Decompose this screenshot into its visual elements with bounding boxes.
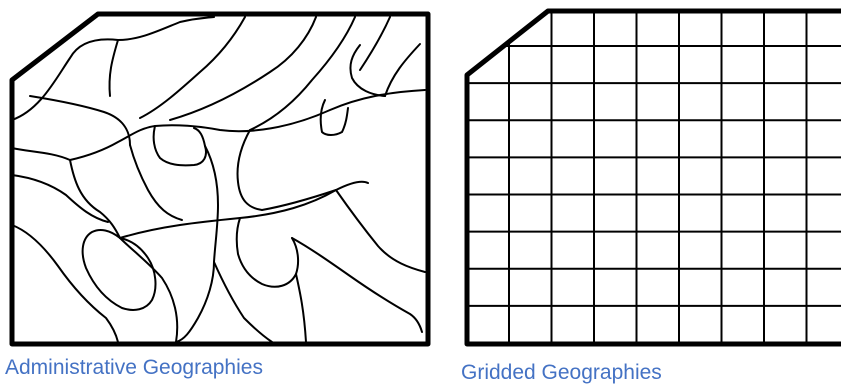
grid-lines <box>467 11 841 344</box>
gridded-map <box>464 8 841 347</box>
administrative-boundary-lines <box>11 16 426 343</box>
administrative-map <box>9 11 431 347</box>
gridded-outer-frame <box>464 8 841 347</box>
administrative-outer-frame <box>9 11 431 347</box>
administrative-caption: Administrative Geographies <box>5 356 263 379</box>
gridded-caption: Gridded Geographies <box>461 361 662 384</box>
